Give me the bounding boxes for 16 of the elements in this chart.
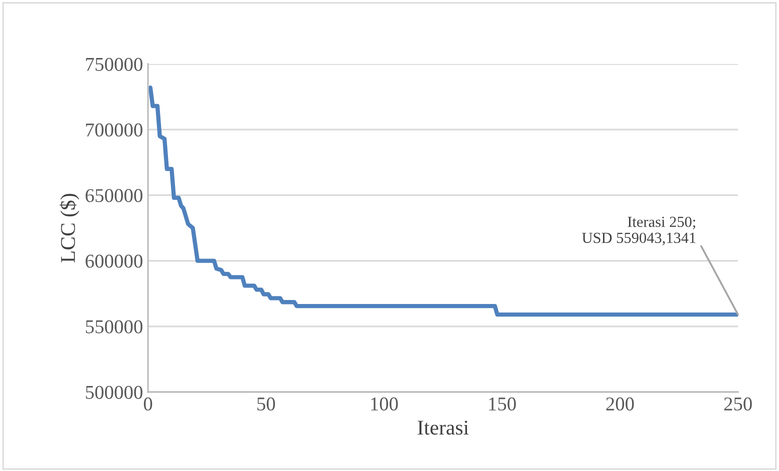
y-tick-label: 750000 xyxy=(86,58,142,71)
y-tick-label: 500000 xyxy=(86,386,142,399)
y-tick-label: 550000 xyxy=(86,320,142,334)
y-tick-label: 600000 xyxy=(86,254,142,268)
x-tick-label: 50 xyxy=(257,397,275,411)
x-axis-title: Iterasi xyxy=(418,420,469,435)
line-series xyxy=(148,86,738,317)
x-tick-label: 100 xyxy=(371,397,398,411)
x-tick-label: 200 xyxy=(606,397,634,411)
annotation: Iterasi 250; USD 559043,1341 xyxy=(582,216,696,246)
x-tick-label: 250 xyxy=(724,397,752,411)
x-tick-label: 0 xyxy=(144,397,152,411)
y-axis-title: LCC ($) xyxy=(60,194,80,262)
y-tick-label: 650000 xyxy=(86,189,142,202)
x-tick-label: 150 xyxy=(489,397,516,411)
y-tick-label: 700000 xyxy=(86,123,142,137)
